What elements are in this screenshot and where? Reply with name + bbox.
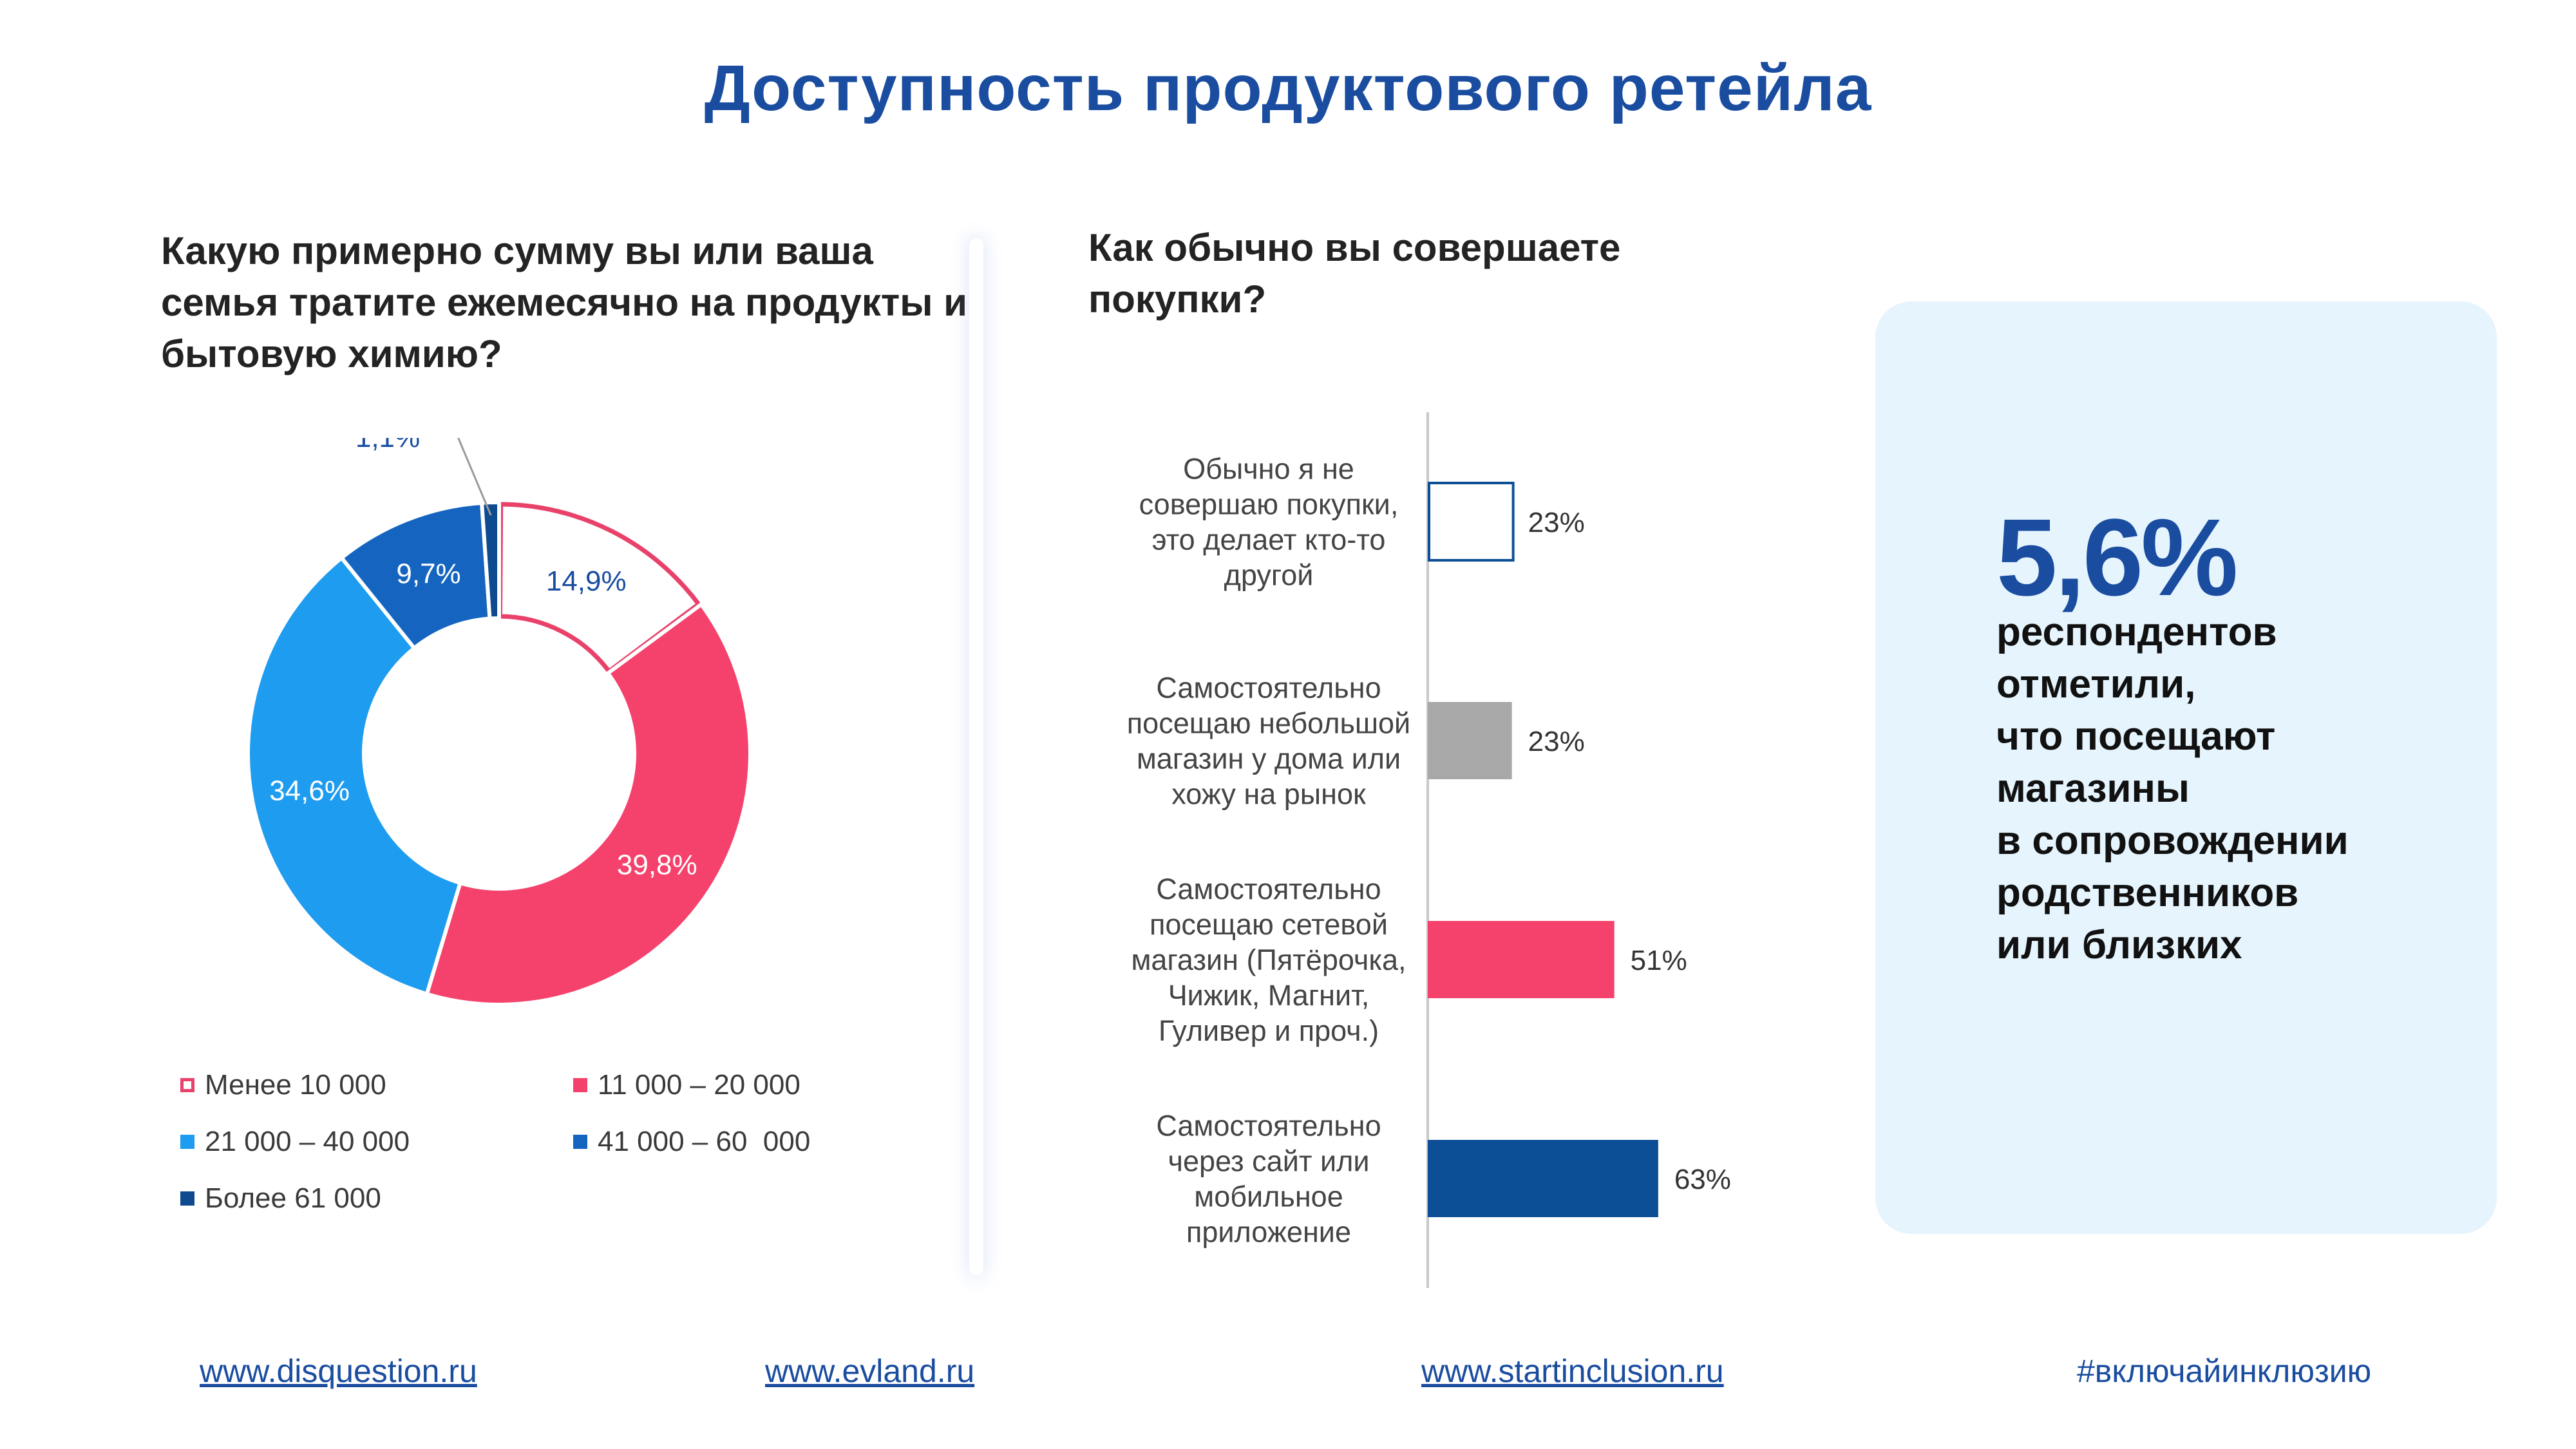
legend-label: 21 000 – 40 000 [205,1126,410,1157]
legend-swatch [180,1135,194,1149]
question-spending: Какую примерно сумму вы или ваша семья т… [161,229,968,375]
callout-line: в сопровождении [1996,819,2349,863]
callout-text: респондентов отметили, что посещают мага… [1996,606,2473,971]
donut-chart: 14,9% 39,8% 34,6% 9,7% 1,1% [246,438,752,1007]
legend-swatch [180,1078,194,1092]
donut-data-label: 39,8% [617,849,697,881]
donut-slice [479,500,501,621]
bar [1428,482,1515,562]
bar-data-label: 23% [1528,726,1585,757]
callout-card: 5,6% респондентов отметили, что посещают… [1875,301,2497,1234]
donut-slice [246,555,463,997]
legend-label: 11 000 – 20 000 [598,1069,800,1101]
legend-swatch [180,1191,194,1206]
donut-data-label: 14,9% [546,565,627,597]
callout-line: респондентов [1996,610,2277,654]
bar-category-label: Самостоятельно посещаю сетевой магазин (Пя… [1131,873,1406,1047]
donut-data-label: 1,1% [355,438,420,453]
legend-label: Более 61 000 [205,1182,381,1214]
donut-leader-line [457,438,492,516]
callout-line: или близких [1996,923,2242,967]
legend-item-41000-60000: 41 000 – 60 000 [573,1126,810,1158]
bar-category-label: Самостоятельно посещаю небольшой магазин у… [1127,672,1410,811]
footer-link-startinclusion[interactable]: www.startinclusion.ru [1421,1353,1724,1389]
callout-line: родственников [1996,871,2299,915]
donut-slice [424,601,752,1007]
legend-swatch [573,1135,587,1149]
donut-legend: Менее 10 000 11 000 – 20 000 21 000 – 40… [180,1069,889,1262]
legend-label: 41 000 – 60 000 [598,1126,811,1157]
bar-category-label: Самостоятельно через сайт или мобильное при… [1156,1110,1381,1249]
legend-item-less-10000: Менее 10 000 [180,1069,386,1101]
bar [1428,921,1615,998]
bar-data-label: 23% [1528,507,1585,538]
callout-line: магазины [1996,766,2190,811]
bar-data-label: 63% [1674,1164,1731,1195]
question-purchase-method: Как обычно вы совершаете покупки? [1088,226,1621,321]
footer-hashtag: #включайинклюзию [2077,1353,2372,1389]
legend-swatch [573,1078,587,1092]
callout-big-number: 5,6% [1996,497,2238,619]
donut-slice-outline [497,502,702,675]
donut-data-label: 34,6% [269,775,350,807]
page-title: Доступность продуктового ретейла [704,52,1872,124]
footer-link-evland[interactable]: www.evland.ru [765,1353,975,1389]
footer-link-disquestion[interactable]: www.disquestion.ru [200,1353,477,1389]
divider [969,238,983,1275]
callout-line: отметили, [1996,662,2196,706]
bar-data-label: 51% [1631,945,1687,976]
donut-data-label: 9,7% [396,558,460,590]
bar [1428,1140,1658,1217]
bar-category-label: Обычно я не совершаю покупки, это делает к… [1139,453,1399,592]
bar [1428,702,1512,779]
legend-item-more-61000: Более 61 000 [180,1182,381,1215]
bar-chart: 23% Обычно я не совершаю покупки, это делае… [1127,412,1731,1288]
legend-item-21000-40000: 21 000 – 40 000 [180,1126,410,1158]
callout-line: что посещают [1996,714,2276,759]
legend-label: Менее 10 000 [205,1069,386,1101]
legend-item-11000-20000: 11 000 – 20 000 [573,1069,800,1101]
